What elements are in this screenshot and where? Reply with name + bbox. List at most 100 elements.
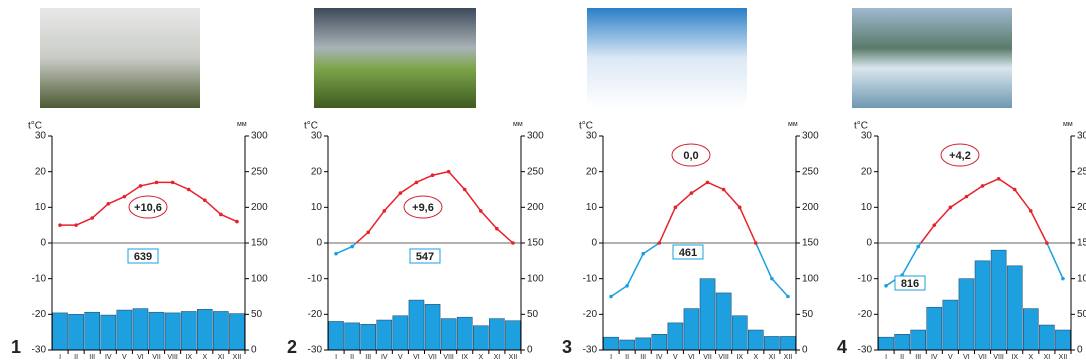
temperature-point [673,205,678,210]
temperature-segment [691,181,708,194]
temperature-segment [172,181,190,191]
temperature-segment [107,195,125,205]
y-tick-label: -10 [32,273,47,284]
temperature-segment [610,285,628,298]
temperature-point [398,191,403,195]
temperature-segment [91,203,109,219]
temperature-point [202,198,207,202]
x-tick-label: V [948,354,953,361]
y-tick-label: 10 [861,202,873,213]
y-tick-label: -30 [858,345,873,356]
precipitation-bar [473,325,489,351]
temperature-segment [920,224,935,244]
temperature-point [366,230,371,235]
temperature-segment [464,189,482,212]
y-tick-label: -10 [583,273,598,284]
x-tick-label: VIII [443,354,454,361]
y-tick-label: -30 [583,345,598,356]
temperature-point [916,244,921,249]
temperature-segment [755,242,773,279]
temperature-point [90,216,95,220]
panel-label: 2 [287,337,297,357]
y2-tick-label: 250 [527,166,544,177]
temperature-point [1028,209,1033,213]
y-tick-label: 20 [35,166,47,177]
x-tick-label: VI [137,354,144,361]
precipitation-box [127,248,159,264]
y2-tick-label: 150 [1077,238,1086,249]
precipitation-bar [780,336,796,351]
x-tick-label: XII [509,354,518,361]
precipitation-bar [1006,265,1023,351]
mean-temperature: 0,0 [683,150,698,162]
x-tick-label: VII [152,354,161,361]
precipitation-bar [1023,308,1039,351]
precipitation-bar [116,309,133,351]
y-tick-label: -20 [858,309,873,320]
temperature-point [689,191,694,195]
panel-label: 4 [837,337,847,357]
y2-tick-label: 250 [1077,166,1086,177]
x-tick-label: IX [185,354,192,361]
x-tick-label: V [122,354,127,361]
temperature-point [235,219,239,224]
precipitation-box [409,248,441,264]
y2-tick-label: 100 [1077,273,1086,284]
y-tick-label: 20 [861,166,873,177]
temperature-point [462,187,467,192]
precipitation-box [672,244,704,260]
mean-temperature: +4,2 [949,150,971,162]
precipitation-bar [619,339,635,351]
x-tick-label: X [202,354,207,361]
precipitation-bar [974,260,991,351]
precipitation-bar [667,322,684,351]
temperature-segment [416,174,433,184]
x-tick-label: II [900,354,904,361]
y-axis-label: t°C [304,121,318,132]
y-tick-label: 0 [316,238,322,249]
temperature-point [609,294,613,299]
precipitation-bar [424,304,441,351]
y-axis-label: t°C [28,121,42,132]
precipitation-bar [489,318,505,351]
y-tick-label: 0 [866,238,872,249]
y2-axis-label: мм [788,121,798,128]
y-tick-label: -30 [308,345,323,356]
precipitation-bar [68,314,84,351]
y2-tick-label: 100 [802,273,819,284]
precipitation-bar [990,249,1007,351]
y2-tick-label: 100 [527,273,544,284]
precipitation-bar [132,308,149,351]
precipitation-bar [894,334,910,351]
y-tick-label: 0 [40,238,46,249]
temperature-point [186,187,191,192]
temperature-point [770,276,774,281]
annual-precipitation: 816 [901,278,919,290]
precipitation-bar [635,337,651,351]
y-axis-label: t°C [854,121,868,132]
temperature-segment [204,199,222,216]
x-tick-label: XI [769,354,776,361]
annual-precipitation: 461 [679,247,697,259]
y-tick-label: -10 [858,273,873,284]
temperature-point [1012,187,1017,192]
x-tick-label: XII [1059,354,1068,361]
y2-tick-label: 100 [251,273,268,284]
precipitation-bar [197,309,213,351]
y2-tick-label: 200 [802,202,819,213]
precipitation-bar [683,308,700,351]
temperature-point [154,180,159,185]
y-tick-label: -10 [308,273,323,284]
y-tick-label: 10 [586,202,598,213]
precipitation-bar [958,278,975,351]
x-tick-label: V [398,354,403,361]
precipitation-bar [748,329,764,351]
x-tick-label: I [610,354,612,361]
y-tick-label: 30 [311,131,323,142]
x-tick-label: IV [105,354,112,361]
temperature-point [382,209,387,213]
y-tick-label: 20 [311,166,323,177]
y2-tick-label: 50 [1077,309,1086,320]
precipitation-bar [100,314,117,351]
temperature-segment [140,181,157,187]
